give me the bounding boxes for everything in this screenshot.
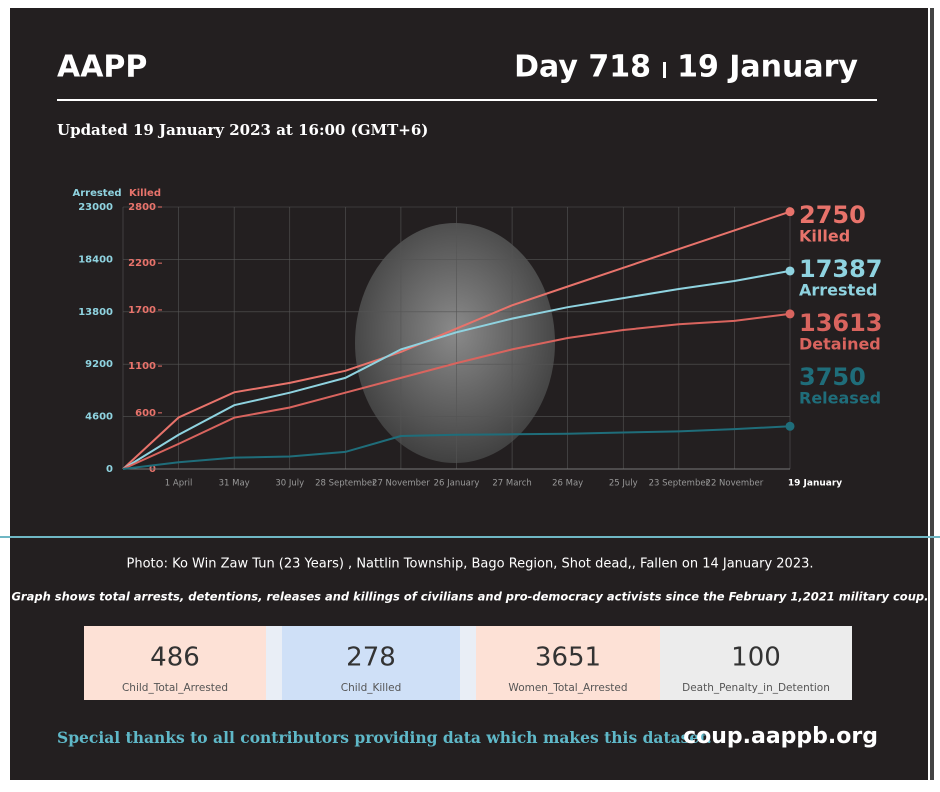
- y-tick-label: 13800: [78, 307, 113, 318]
- stat-label: Child_Killed: [341, 682, 402, 694]
- y2-tick-label: 2800: [128, 202, 156, 213]
- series-line: [122, 425, 791, 470]
- y2-tick-label: 600: [135, 408, 156, 419]
- legend-label: Released: [799, 389, 881, 408]
- y-tick-label: 18400: [78, 254, 113, 265]
- end-value-label: 17387: [799, 255, 883, 283]
- x-tick-label: 22 November: [706, 479, 764, 489]
- brand: AAPP: [57, 50, 147, 85]
- photo: [355, 223, 555, 463]
- x-tick-label: 23 September: [649, 479, 710, 489]
- end-dot: [785, 309, 795, 319]
- description: Graph shows total arrests, detentions, r…: [11, 590, 928, 604]
- x-tick-label: 27 March: [492, 479, 531, 489]
- side-bar: [930, 8, 934, 780]
- end-dot: [785, 207, 795, 217]
- y2-tick-label: 1100: [128, 361, 156, 372]
- x-tick-label: 30 July: [275, 479, 304, 489]
- stats: 486 Child_Total_Arrested 278 Child_Killed 36…: [84, 626, 852, 700]
- end-value-label: 13613: [799, 309, 883, 337]
- day: Day 718: [514, 50, 651, 85]
- legend-label: Detained: [799, 335, 881, 354]
- stat-card: [660, 626, 852, 700]
- url: coup.aappb.org: [683, 724, 878, 749]
- photo-caption: Photo: Ko Win Zaw Tun (23 Years) , Nattl…: [126, 557, 813, 572]
- chart: ArrestedKilled04600920013800184002300006…: [72, 188, 882, 489]
- stat-card: [476, 626, 660, 700]
- separator: [663, 62, 666, 78]
- x-tick-label: 26 January: [434, 479, 480, 489]
- end-value-label: 2750: [799, 201, 866, 229]
- x-tick-label: 26 May: [552, 479, 583, 489]
- updated: Updated 19 January 2023 at 16:00 (GMT+6): [57, 121, 428, 139]
- stat-label: Women_Total_Arrested: [508, 682, 627, 694]
- y2-tick-label: 1700: [128, 305, 156, 316]
- end-dot: [785, 421, 795, 431]
- stat-value: 278: [346, 643, 396, 673]
- stat-label: Child_Total_Arrested: [122, 682, 228, 694]
- y2-tick-label: 2200: [128, 258, 156, 269]
- x-tick-label: 28 September: [315, 479, 376, 489]
- stat-value: 3651: [535, 643, 601, 673]
- y-tick-label: 0: [106, 464, 113, 475]
- x-tick-label: 31 May: [219, 479, 250, 489]
- y2-axis-label: Killed: [129, 188, 161, 199]
- y-axis-label: Arrested: [72, 188, 121, 199]
- thanks: Special thanks to all contributors provi…: [57, 728, 712, 747]
- end-dot: [785, 266, 795, 276]
- legend-label: Killed: [799, 227, 850, 246]
- y-tick-label: 9200: [85, 359, 113, 370]
- stat-value: 100: [731, 643, 781, 673]
- stat-label: Death_Penalty_in_Detention: [682, 682, 830, 694]
- x-tick-label: 25 July: [609, 479, 638, 489]
- stat-card: [282, 626, 460, 700]
- legend-label: Arrested: [799, 281, 878, 300]
- y-tick-label: 23000: [78, 202, 113, 213]
- x-tick-label: 19 January: [788, 479, 842, 489]
- x-tick-label: 27 November: [372, 479, 430, 489]
- y-tick-label: 4600: [85, 412, 113, 423]
- series-line: [122, 312, 791, 470]
- series-line: [122, 269, 791, 470]
- stat-card: [84, 626, 266, 700]
- date: 19 January: [677, 50, 858, 85]
- stat-value: 486: [150, 643, 200, 673]
- end-value-label: 3750: [799, 363, 866, 391]
- x-tick-label: 1 April: [165, 479, 193, 489]
- series-line: [122, 210, 791, 470]
